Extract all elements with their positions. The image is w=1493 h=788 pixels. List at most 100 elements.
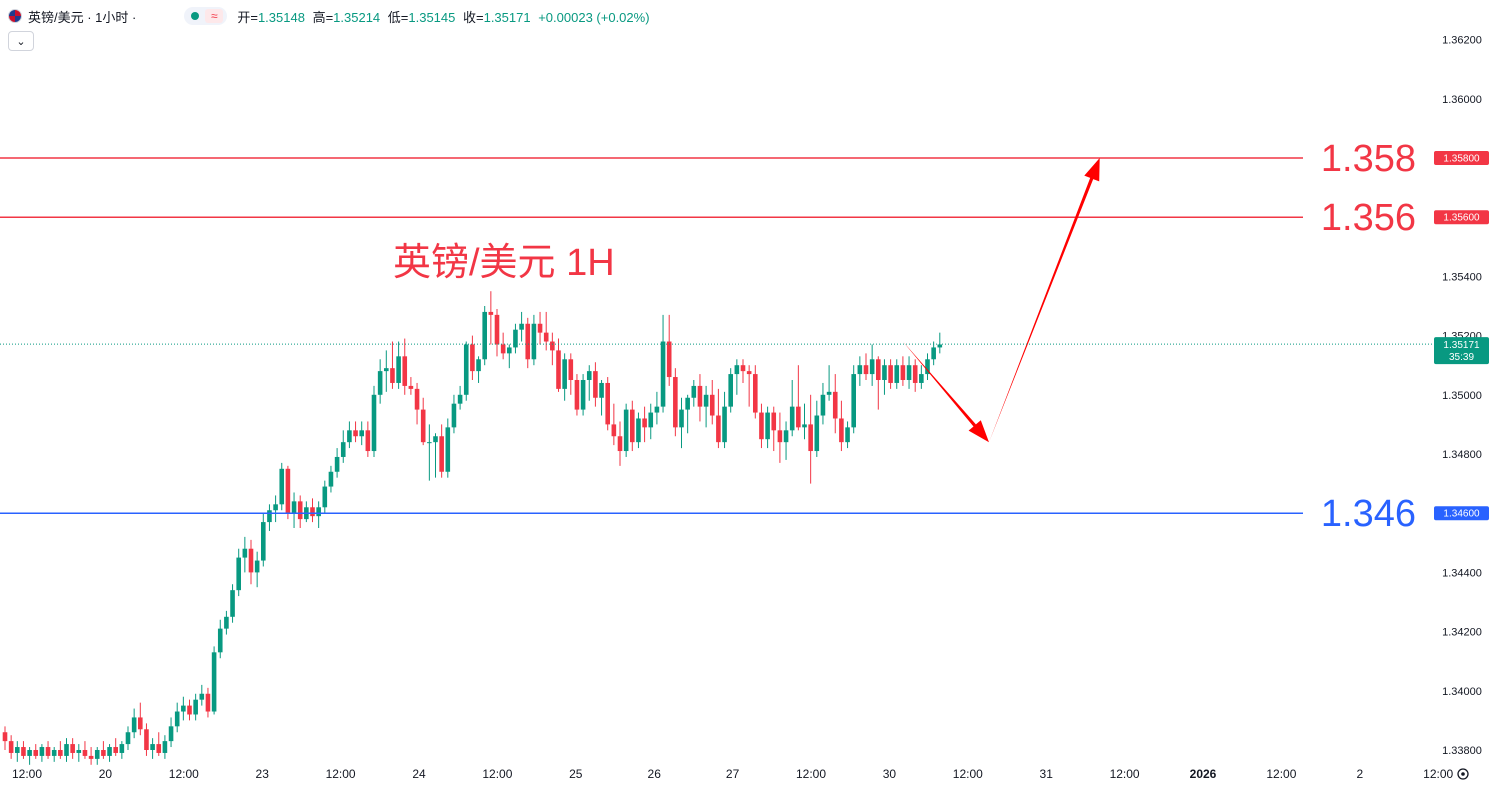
candle-body bbox=[236, 557, 241, 591]
candle-body bbox=[759, 412, 764, 440]
candle-body bbox=[420, 409, 426, 443]
candle-body bbox=[174, 711, 180, 727]
candle-body bbox=[586, 371, 592, 380]
candle-body bbox=[340, 442, 346, 457]
candle-body bbox=[248, 548, 254, 573]
candle-body bbox=[906, 365, 912, 380]
symbol-label[interactable]: 英镑/美元 · 1小时 · bbox=[28, 9, 137, 25]
low-label: 低= bbox=[387, 9, 409, 25]
market-status-pill[interactable]: ≈ bbox=[184, 7, 228, 25]
candle-body bbox=[673, 377, 678, 428]
y-tick-label: 1.34000 bbox=[1442, 686, 1482, 698]
candle-body bbox=[353, 430, 358, 437]
high-value: 1.35214 bbox=[333, 9, 381, 25]
candle-body bbox=[740, 365, 746, 372]
price-level-tag-box bbox=[1434, 151, 1489, 165]
candle-body bbox=[101, 750, 106, 756]
candle-body bbox=[224, 616, 229, 629]
candle-body bbox=[660, 341, 666, 407]
candle-body bbox=[181, 705, 186, 712]
settings-icon[interactable] bbox=[1457, 768, 1469, 780]
candle-body bbox=[562, 359, 567, 389]
candle-body bbox=[882, 365, 887, 380]
x-tick-label: 12:00 bbox=[326, 767, 356, 781]
x-tick-label: 12:00 bbox=[953, 767, 983, 781]
price-axis[interactable]: 1.362001.360001.358001.356001.354001.352… bbox=[1434, 35, 1489, 757]
candle-body bbox=[697, 385, 703, 407]
ohlc-readout: 开=1.35148 高=1.35214 低=1.35145 收=1.35171 … bbox=[237, 7, 653, 26]
x-tick-label: 12:00 bbox=[169, 767, 199, 781]
candle-body bbox=[876, 359, 881, 380]
candle-body bbox=[568, 359, 574, 380]
candle-body bbox=[537, 323, 543, 333]
candle-body bbox=[642, 418, 647, 428]
candle-body bbox=[82, 750, 88, 756]
y-tick-label: 1.35400 bbox=[1442, 271, 1482, 283]
candle-body bbox=[580, 380, 586, 410]
candle-body bbox=[869, 359, 875, 375]
candle-body bbox=[64, 744, 69, 756]
candle-body bbox=[605, 382, 610, 425]
candle-body bbox=[2, 732, 8, 742]
candle-body bbox=[617, 436, 623, 452]
candle-body bbox=[254, 560, 260, 573]
price-level-label: 1.358 bbox=[1321, 138, 1416, 180]
price-level-tag-box bbox=[1434, 210, 1489, 225]
candle-body bbox=[888, 365, 893, 383]
time-axis[interactable]: 12:00 20 12:00 23 12:00 24 12:00 25 26 27 12:00 30 1… bbox=[12, 767, 1454, 781]
candle-body bbox=[291, 501, 297, 514]
candle-body bbox=[285, 468, 291, 514]
candle-body bbox=[27, 750, 32, 756]
candle-body bbox=[796, 406, 801, 428]
x-tick-label: 2 bbox=[1356, 767, 1363, 781]
candle-body bbox=[630, 409, 635, 443]
y-tick-label: 1.34200 bbox=[1442, 627, 1482, 639]
candle-body bbox=[826, 391, 832, 395]
candle-body bbox=[789, 406, 795, 431]
candle-body bbox=[297, 501, 303, 520]
candle-body bbox=[783, 430, 789, 443]
x-tick-label: 12:00 bbox=[796, 767, 826, 781]
candle-body bbox=[168, 726, 174, 742]
candle-body bbox=[365, 430, 371, 452]
candle-body bbox=[703, 394, 709, 407]
candle-body bbox=[814, 415, 820, 452]
candle-body bbox=[636, 418, 641, 443]
price-level-label: 1.356 bbox=[1321, 197, 1416, 239]
candle-body bbox=[746, 371, 752, 375]
x-tick-label: 12:00 bbox=[1110, 767, 1140, 781]
candle-body bbox=[734, 365, 740, 375]
candle-body bbox=[138, 717, 143, 730]
candle-body bbox=[550, 341, 555, 351]
candle-body bbox=[654, 406, 660, 413]
y-tick-label: 1.33800 bbox=[1442, 745, 1482, 757]
x-tick-label: 12:00 bbox=[482, 767, 512, 781]
candle-body bbox=[107, 747, 112, 756]
projection-arrow bbox=[989, 158, 1100, 443]
collapse-button[interactable]: ⌄ bbox=[8, 31, 34, 51]
candle-body bbox=[771, 412, 777, 431]
price-level-tag: 1.35600 bbox=[1443, 213, 1480, 224]
candle-body bbox=[845, 427, 850, 443]
x-tick-label: 2026 bbox=[1190, 767, 1217, 781]
x-tick-label: 12:00 bbox=[12, 767, 42, 781]
candle-body bbox=[119, 744, 125, 753]
close-label: 收= bbox=[463, 9, 484, 25]
x-tick-label: 31 bbox=[1040, 767, 1054, 781]
candle-body bbox=[494, 314, 500, 345]
candle-body bbox=[543, 332, 549, 342]
candle-body bbox=[716, 415, 721, 443]
candle-body bbox=[217, 628, 223, 653]
x-tick-label: 12:00 bbox=[1266, 767, 1296, 781]
candle-body bbox=[58, 750, 63, 756]
candle-body bbox=[156, 744, 162, 753]
candle-body bbox=[599, 382, 604, 398]
candle-body bbox=[593, 371, 598, 398]
candle-body bbox=[33, 750, 39, 756]
candle-body bbox=[322, 486, 328, 508]
candle-body bbox=[279, 468, 285, 505]
last-price-tag: 1.35171 bbox=[1443, 340, 1480, 351]
wave-icon: ≈ bbox=[205, 9, 224, 23]
price-level-tag: 1.34600 bbox=[1443, 509, 1480, 520]
